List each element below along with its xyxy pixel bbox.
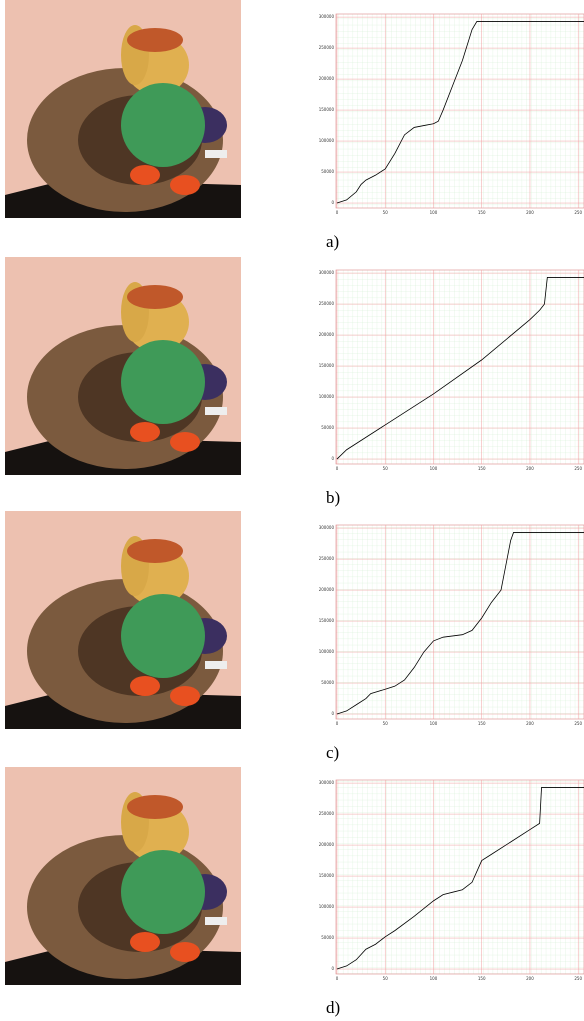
x-tick-label: 200 — [526, 976, 534, 981]
y-tick-label: 300000 — [319, 780, 335, 785]
x-tick-label: 0 — [336, 210, 339, 215]
y-tick-label: 200000 — [319, 332, 335, 337]
x-tick-label: 0 — [336, 466, 339, 471]
caption: d) — [326, 998, 340, 1017]
x-tick-label: 200 — [526, 466, 534, 471]
caption: a) — [326, 232, 339, 251]
x-tick-label: 100 — [430, 210, 438, 215]
y-tick-label: 150000 — [319, 107, 335, 112]
photo — [5, 0, 241, 218]
photo — [5, 511, 241, 729]
y-tick-label: 300000 — [319, 525, 335, 530]
x-tick-label: 150 — [478, 976, 486, 981]
y-tick-label: 0 — [331, 200, 334, 205]
y-tick-label: 50000 — [321, 169, 334, 174]
y-tick-label: 250000 — [319, 556, 335, 561]
x-tick-label: 200 — [526, 721, 534, 726]
x-tick-label: 250 — [574, 466, 582, 471]
y-tick-label: 250000 — [319, 301, 335, 306]
y-tick-label: 250000 — [319, 45, 335, 50]
caption: b) — [326, 488, 340, 507]
x-tick-label: 0 — [336, 721, 339, 726]
y-tick-label: 300000 — [319, 14, 335, 19]
photo — [5, 767, 241, 985]
y-tick-label: 150000 — [319, 873, 335, 878]
x-tick-label: 150 — [478, 210, 486, 215]
y-tick-label: 100000 — [319, 649, 335, 654]
y-tick-label: 200000 — [319, 587, 335, 592]
x-tick-label: 150 — [478, 466, 486, 471]
plot-area — [336, 270, 584, 464]
x-tick-label: 100 — [430, 721, 438, 726]
y-tick-label: 0 — [331, 711, 334, 716]
photo — [5, 257, 241, 475]
x-tick-label: 250 — [574, 721, 582, 726]
x-tick-label: 50 — [383, 721, 389, 726]
x-tick-label: 100 — [430, 466, 438, 471]
x-tick-label: 0 — [336, 976, 339, 981]
y-tick-label: 0 — [331, 966, 334, 971]
y-tick-label: 150000 — [319, 363, 335, 368]
y-tick-label: 0 — [331, 456, 334, 461]
x-tick-label: 150 — [478, 721, 486, 726]
x-tick-label: 50 — [383, 210, 389, 215]
y-tick-label: 150000 — [319, 618, 335, 623]
y-tick-label: 50000 — [321, 425, 334, 430]
x-tick-label: 50 — [383, 466, 389, 471]
y-tick-label: 100000 — [319, 904, 335, 909]
y-tick-label: 100000 — [319, 394, 335, 399]
y-tick-label: 300000 — [319, 270, 335, 275]
y-tick-label: 250000 — [319, 811, 335, 816]
x-tick-label: 100 — [430, 976, 438, 981]
x-tick-label: 250 — [574, 210, 582, 215]
plot-area — [336, 780, 584, 974]
caption: c) — [326, 743, 339, 762]
plot-area — [336, 14, 584, 208]
x-tick-label: 250 — [574, 976, 582, 981]
x-tick-label: 50 — [383, 976, 389, 981]
y-tick-label: 50000 — [321, 680, 334, 685]
x-tick-label: 200 — [526, 210, 534, 215]
figure: 0501001502002500500001000001500002000002… — [0, 0, 584, 1021]
y-tick-label: 200000 — [319, 842, 335, 847]
y-tick-label: 100000 — [319, 138, 335, 143]
y-tick-label: 50000 — [321, 935, 334, 940]
y-tick-label: 200000 — [319, 76, 335, 81]
plot-area — [336, 525, 584, 719]
